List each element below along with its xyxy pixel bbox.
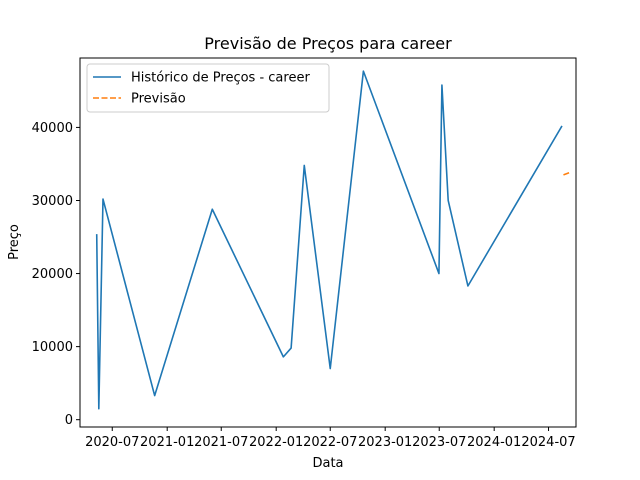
y-tick-label: 0 — [65, 413, 73, 428]
y-tick-label: 20000 — [32, 267, 73, 282]
y-tick-label: 10000 — [32, 340, 73, 355]
x-tick-label: 2023-01 — [358, 435, 412, 450]
x-tick-label: 2022-07 — [303, 435, 357, 450]
series-layer — [95, 70, 572, 410]
x-tick-label: 2024-07 — [521, 435, 575, 450]
y-axis: 0 10000 20000 30000 40000 — [32, 121, 80, 428]
y-tick-label: 30000 — [32, 194, 73, 209]
y-tick-label: 40000 — [32, 121, 73, 136]
y-axis-title: Preço — [7, 224, 22, 260]
x-axis: 2020-07 2021-01 2021-07 2022-01 2022-07 2023-… — [85, 427, 576, 450]
legend-box — [86, 63, 330, 113]
series-line-0 — [95, 70, 563, 410]
x-tick-label: 2021-01 — [140, 435, 194, 450]
chart-title: Previsão de Preços para career — [204, 34, 452, 53]
x-tick-label: 2021-07 — [194, 435, 248, 450]
x-tick-label: 2022-01 — [249, 435, 303, 450]
plot-frame — [79, 57, 577, 428]
legend: Histórico de Preços - career Previsão — [86, 63, 330, 113]
x-tick-label: 2023-07 — [412, 435, 466, 450]
legend-label: Previsão — [131, 92, 186, 107]
x-axis-title: Data — [312, 456, 343, 471]
series-line-1 — [563, 171, 572, 176]
x-tick-label: 2024-01 — [467, 435, 521, 450]
legend-label: Histórico de Preços - career — [131, 71, 310, 86]
x-tick-label: 2020-07 — [85, 435, 139, 450]
